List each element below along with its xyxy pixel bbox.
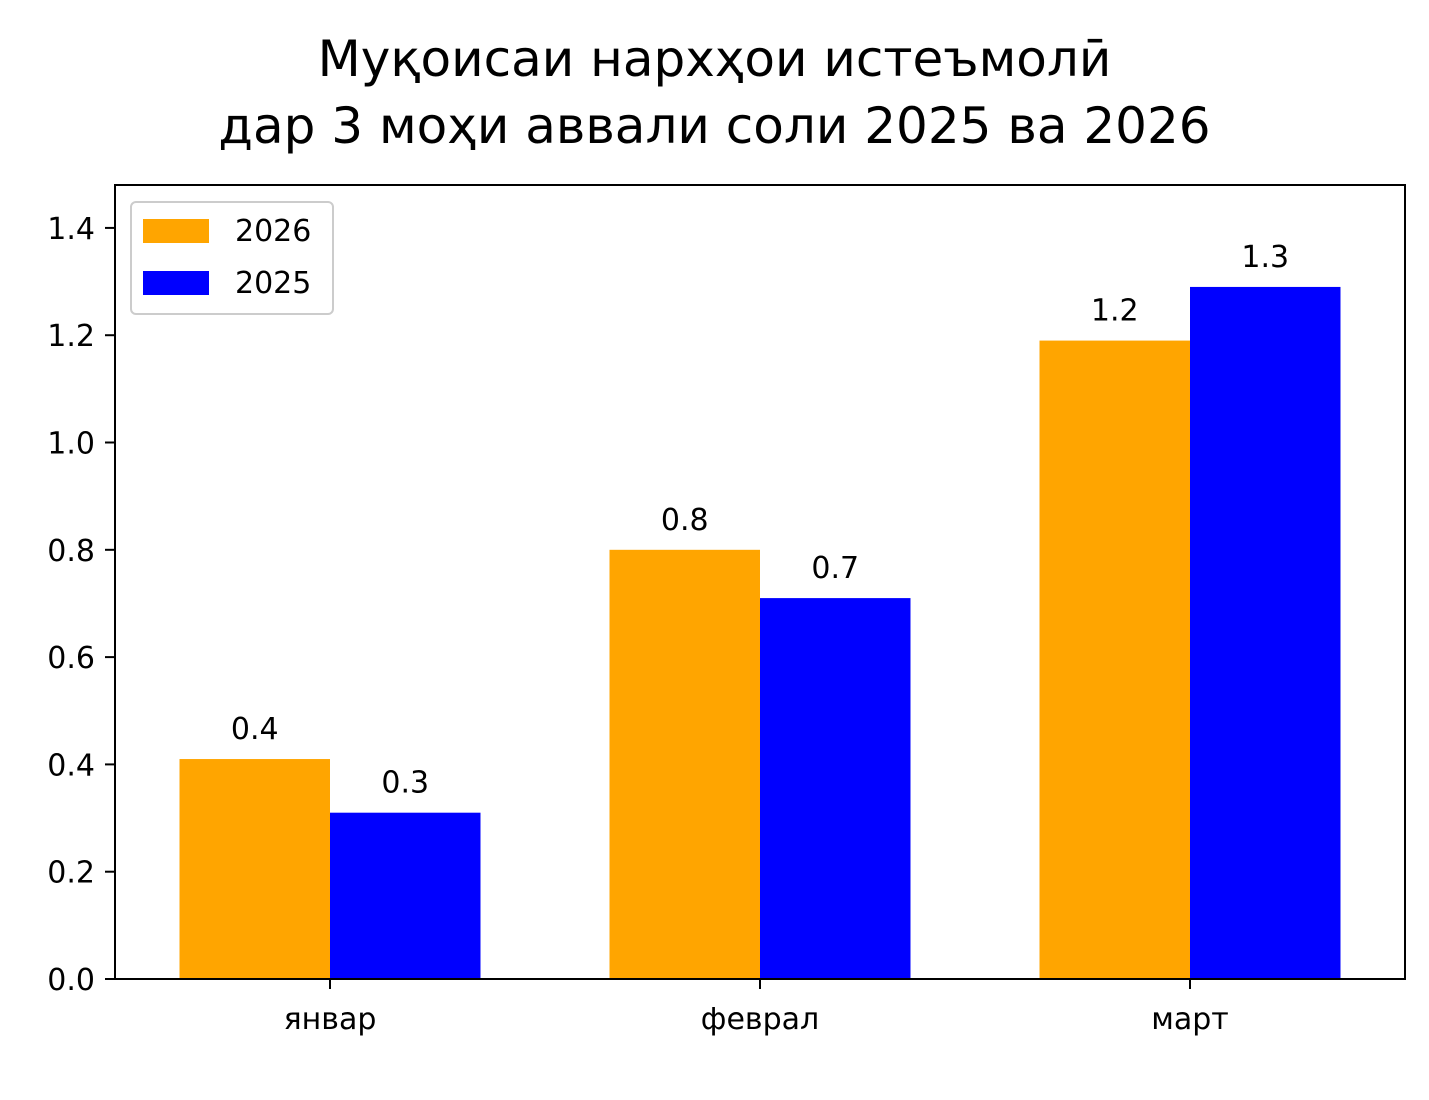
legend-swatch-2025 xyxy=(143,271,209,295)
data-label: 0.3 xyxy=(381,766,429,801)
y-tick-label: 0.8 xyxy=(47,534,95,569)
chart-title-line-2: дар 3 моҳи аввали соли 2025 ва 2026 xyxy=(218,97,1211,155)
data-label: 1.2 xyxy=(1091,294,1139,329)
y-tick-label: 1.4 xyxy=(47,212,95,247)
data-label: 0.7 xyxy=(811,551,859,586)
bar-2026-феврал xyxy=(609,549,760,979)
bar-2025-январ xyxy=(330,812,481,979)
data-label: 0.8 xyxy=(661,503,709,538)
x-tick-label: феврал xyxy=(701,1002,819,1037)
bar-2025-феврал xyxy=(760,598,911,979)
y-tick-label: 1.2 xyxy=(47,319,95,354)
x-tick-label: январ xyxy=(284,1002,377,1037)
y-tick-label: 0.2 xyxy=(47,856,95,891)
bar-2026-март xyxy=(1039,340,1190,980)
legend-swatch-2026 xyxy=(143,219,209,243)
y-tick-label: 0.0 xyxy=(47,963,95,998)
y-tick-label: 0.6 xyxy=(47,641,95,676)
data-label: 1.3 xyxy=(1241,240,1289,275)
legend-label-2025: 2025 xyxy=(235,266,311,301)
legend-label-2026: 2026 xyxy=(235,214,311,249)
bar-2025-март xyxy=(1190,286,1341,979)
x-tick-label: март xyxy=(1151,1002,1229,1037)
y-tick-label: 1.0 xyxy=(47,427,95,462)
chart-title-line-1: Муқоисаи нархҳои истеъмолӣ xyxy=(317,30,1112,88)
data-label: 0.4 xyxy=(231,712,279,747)
y-tick-label: 0.4 xyxy=(47,748,95,783)
bar-2026-январ xyxy=(179,759,330,979)
